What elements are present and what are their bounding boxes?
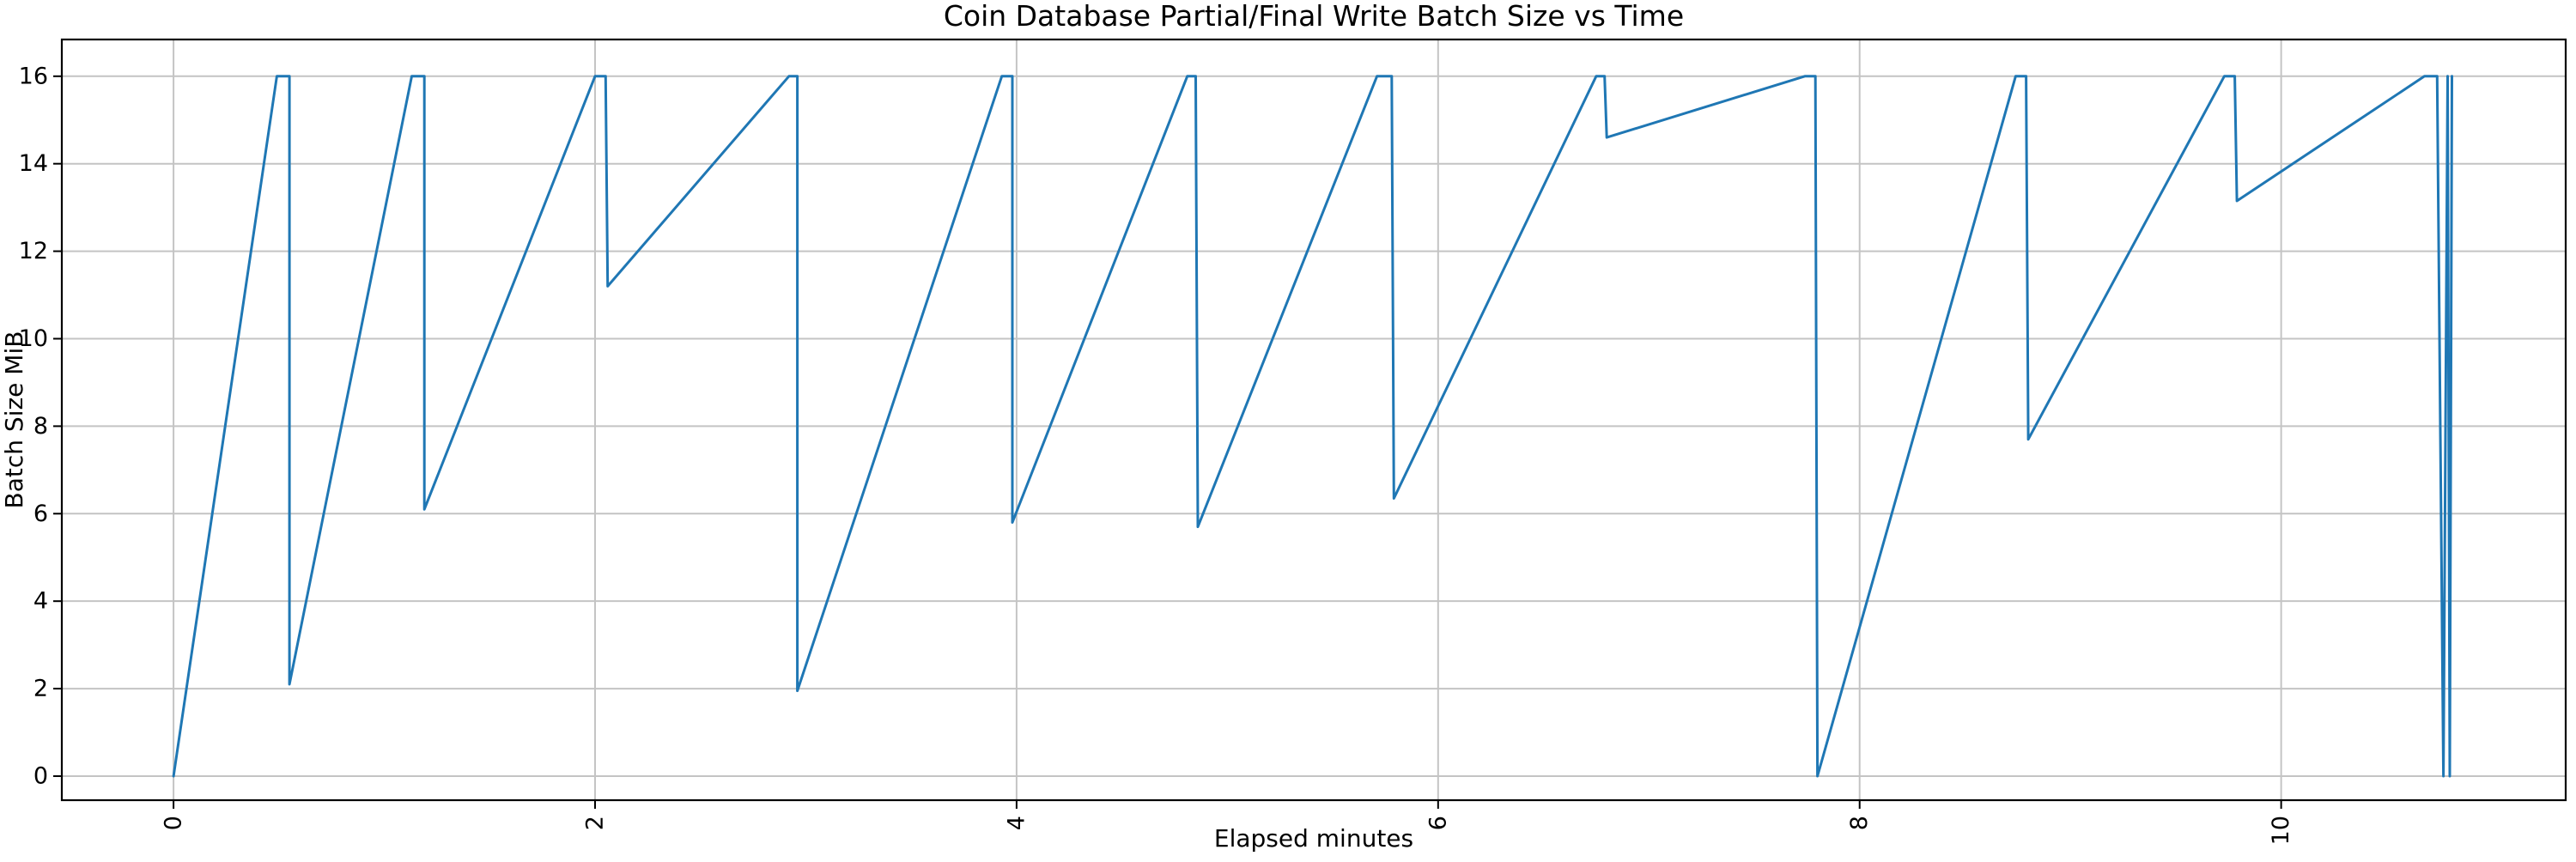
y-tick-label: 0 [33,762,48,789]
y-tick-label: 14 [19,150,48,177]
y-axis-label: Batch Size MiB [0,331,28,509]
x-tick-label: 8 [1846,816,1873,830]
y-tick-label: 2 [33,676,48,702]
plot-frame [60,38,2567,802]
grid-lines [62,39,2566,800]
x-tick-label: 6 [1425,816,1451,830]
x-tick-label: 10 [2268,816,2294,845]
x-tick-label: 4 [1003,816,1030,830]
x-tick-label: 0 [161,816,187,830]
y-tick-label: 12 [19,238,48,264]
axis-ticks [53,75,2282,809]
y-tick-label: 6 [33,501,48,527]
y-tick-label: 8 [33,413,48,440]
x-axis-label: Elapsed minutes [1214,824,1413,853]
y-tick-label: 4 [33,588,48,615]
series-batch_size_mib [172,75,2453,778]
y-tick-label: 16 [19,63,48,89]
x-tick-label: 2 [582,816,609,830]
tick-labels: 0 2 4 6 8 10 0 2 4 6 8 10 12 14 16 [19,63,2294,845]
chart-title: Coin Database Partial/Final Write Batch … [944,0,1684,33]
y-tick-label: 10 [19,325,48,352]
data-series-line [172,75,2453,778]
